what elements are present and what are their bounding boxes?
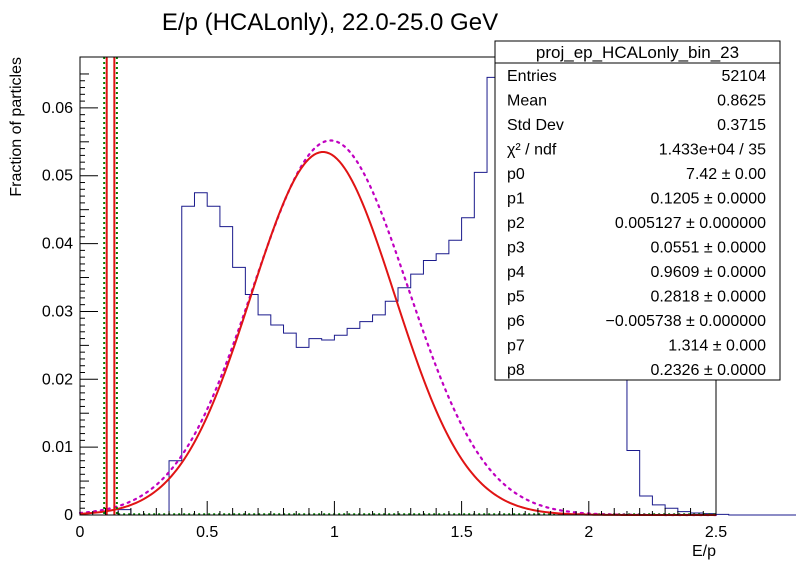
stats-row-value: 0.3715 <box>717 117 766 134</box>
y-tick-label: 0.04 <box>42 236 73 253</box>
stats-row-value: 7.42 ± 0.00 <box>686 166 766 183</box>
stats-row-label: Std Dev <box>507 117 564 134</box>
axes: 0 0.5 1 1.5 2 2.5 0 0.01 0.02 0.03 0.04 0.05 0.06 <box>42 73 727 541</box>
stats-box-frame <box>494 40 781 381</box>
x-tick-label: 2 <box>584 524 593 541</box>
y-tick-label: 0.05 <box>42 168 73 185</box>
stats-row-value: 0.2326 ± 0.0000 <box>650 362 766 379</box>
stats-row-label: p2 <box>507 215 525 232</box>
stats-box: proj_ep_HCALonly_bin_23 Entries 52104 Mean… <box>494 40 781 381</box>
stats-row-label: p0 <box>507 166 525 183</box>
stats-row-value: 0.9609 ± 0.0000 <box>650 264 766 281</box>
stats-box-title: proj_ep_HCALonly_bin_23 <box>536 43 739 62</box>
stats-row-value: 0.0551 ± 0.0000 <box>650 240 766 257</box>
stats-row-label: p6 <box>507 313 525 330</box>
stats-row-value: 0.2818 ± 0.0000 <box>650 289 766 306</box>
y-tick-label: 0.01 <box>42 439 73 456</box>
stats-row-label: p5 <box>507 289 525 306</box>
stats-row-label: Entries <box>507 68 557 85</box>
stats-row-label: p4 <box>507 264 525 281</box>
stats-row-value: 0.8625 <box>717 93 766 110</box>
x-axis-label: E/p <box>692 543 716 560</box>
stats-row-label: p1 <box>507 191 525 208</box>
stats-row-label: p8 <box>507 362 525 379</box>
x-tick-label: 1.5 <box>450 524 472 541</box>
stats-row-label: χ² / ndf <box>507 142 557 159</box>
y-tick-label: 0.03 <box>42 303 73 320</box>
stats-row-value: −0.005738 ± 0.000000 <box>606 313 767 330</box>
y-axis-label: Fraction of particles <box>8 57 25 197</box>
stats-rows: Entries 52104 Mean 0.8625 Std Dev 0.3715 χ² / … <box>507 68 766 379</box>
y-tick-label: 0 <box>64 507 73 524</box>
x-tick-label: 0.5 <box>196 524 218 541</box>
stats-row-label: p7 <box>507 338 525 355</box>
y-tick-label: 0.06 <box>42 100 73 117</box>
stats-row-value: 1.314 ± 0.000 <box>668 338 766 355</box>
chart-title: E/p (HCALonly), 22.0-25.0 GeV <box>162 9 498 36</box>
stats-row-value: 0.005127 ± 0.000000 <box>615 215 766 232</box>
stats-row-label: Mean <box>507 93 547 110</box>
x-tick-label: 2.5 <box>705 524 727 541</box>
stats-row-value: 1.433e+04 / 35 <box>659 142 766 159</box>
x-tick-label: 0 <box>76 524 85 541</box>
stats-row-value: 52104 <box>722 68 767 85</box>
x-tick-label: 1 <box>330 524 339 541</box>
stats-row-value: 0.1205 ± 0.0000 <box>650 191 766 208</box>
stats-row-label: p3 <box>507 240 525 257</box>
y-tick-label: 0.02 <box>42 371 73 388</box>
